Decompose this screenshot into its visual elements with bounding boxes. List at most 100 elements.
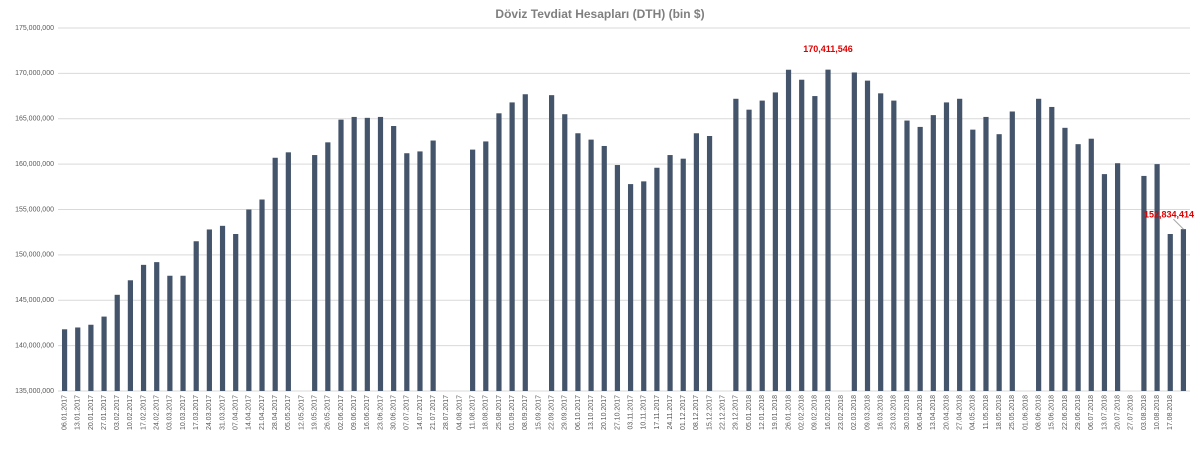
bar [1141, 175, 1147, 391]
bar [812, 96, 818, 391]
x-tick-label: 18.05.2018 [996, 395, 1003, 430]
bar [825, 69, 831, 391]
x-tick-label: 07.04.2017 [233, 395, 240, 430]
bar [509, 102, 515, 391]
x-tick-label: 29.09.2017 [562, 395, 569, 430]
x-tick-label: 17.08.2018 [1167, 395, 1174, 430]
bar [101, 316, 107, 391]
x-tick-label: 09.02.2018 [812, 395, 819, 430]
x-tick-label: 04.08.2017 [456, 395, 463, 430]
bar [693, 133, 699, 391]
x-tick-label: 18.08.2017 [483, 395, 490, 430]
x-tick-label: 10.03.2017 [180, 395, 187, 430]
bar [562, 114, 568, 392]
x-tick-label: 17.03.2017 [193, 395, 200, 430]
y-tick-label: 135,000,000 [15, 388, 54, 395]
bar [627, 184, 634, 391]
bar [1009, 111, 1015, 392]
x-tick-label: 12.01.2018 [759, 395, 766, 430]
x-tick-label: 24.03.2017 [206, 395, 213, 430]
value-label: 170,411,546 [803, 44, 853, 54]
x-tick-label: 02.06.2017 [338, 395, 345, 430]
x-tick-label: 20.07.2018 [1114, 395, 1121, 430]
bar [325, 142, 331, 391]
bar [772, 92, 778, 392]
bar [219, 225, 226, 391]
y-tick-label: 140,000,000 [15, 342, 54, 349]
x-tick-label: 01.12.2017 [680, 395, 687, 430]
x-tick-label: 10.11.2017 [641, 395, 648, 430]
bar [88, 324, 94, 391]
bar [864, 80, 871, 391]
bar [996, 134, 1002, 392]
x-tick-label: 10.02.2017 [127, 395, 134, 430]
x-tick-label: 29.12.2017 [733, 395, 740, 430]
x-tick-label: 31.03.2017 [219, 395, 226, 430]
bar [983, 116, 989, 391]
x-tick-label: 27.07.2018 [1128, 395, 1135, 430]
chart-title: Döviz Tevdiat Hesapları (DTH) (bin $) [495, 7, 704, 21]
value-label: 152,834,414 [1144, 210, 1194, 220]
bar [61, 329, 68, 391]
bar [404, 153, 410, 391]
bar [1101, 174, 1108, 391]
x-tick-label: 30.03.2018 [904, 395, 911, 430]
bar [140, 264, 147, 391]
x-tick-label: 23.03.2018 [891, 395, 898, 430]
x-tick-label: 22.06.2018 [1062, 395, 1069, 430]
x-tick-label: 15.06.2018 [1049, 395, 1056, 430]
x-tick-label: 15.12.2017 [706, 395, 713, 430]
x-tick-label: 11.05.2018 [983, 395, 990, 430]
bar [496, 113, 502, 392]
bar [127, 280, 133, 391]
x-tick-label: 24.11.2017 [667, 395, 674, 430]
y-tick-label: 165,000,000 [15, 116, 54, 123]
x-tick-label: 27.10.2017 [614, 395, 621, 430]
bar [667, 155, 673, 391]
x-tick-label: 14.04.2017 [246, 395, 253, 430]
bar [680, 158, 686, 391]
x-tick-label: 19.01.2018 [772, 395, 779, 430]
x-tick-label: 13.10.2017 [588, 395, 595, 430]
x-tick-label: 08.12.2017 [693, 395, 700, 430]
x-tick-label: 20.10.2017 [601, 395, 608, 430]
x-tick-label: 17.02.2017 [140, 395, 147, 430]
x-tick-label: 21.04.2017 [259, 395, 266, 430]
bar [654, 167, 660, 391]
x-tick-label: 03.03.2017 [167, 395, 174, 430]
y-tick-label: 145,000,000 [15, 297, 54, 304]
x-tick-label: 16.02.2018 [825, 395, 832, 430]
x-tick-label: 10.08.2018 [1154, 395, 1161, 430]
bar [1036, 98, 1042, 391]
bar [338, 119, 344, 391]
x-tick-label: 22.09.2017 [548, 395, 555, 430]
x-tick-label: 05.05.2017 [285, 395, 292, 430]
bar [246, 209, 252, 391]
x-tick-label: 09.03.2018 [864, 395, 871, 430]
bar [878, 93, 884, 391]
bar [549, 95, 555, 391]
x-tick-label: 26.05.2017 [325, 395, 332, 430]
x-tick-label: 17.11.2017 [654, 395, 661, 430]
x-tick-label: 16.03.2018 [878, 395, 885, 430]
x-tick-label: 29.06.2018 [1075, 395, 1082, 430]
bar [588, 139, 594, 391]
bar [1115, 163, 1121, 391]
x-tick-label: 09.06.2017 [351, 395, 358, 430]
bar [377, 116, 384, 391]
x-tick-label: 03.02.2017 [114, 395, 121, 430]
x-tick-label: 08.06.2018 [1035, 395, 1042, 430]
x-tick-label: 24.02.2017 [154, 395, 161, 430]
x-tick-label: 13.04.2018 [930, 395, 937, 430]
bar [154, 262, 160, 391]
bar [957, 98, 963, 391]
x-tick-label: 20.04.2018 [943, 395, 950, 430]
x-tick-label: 15.09.2017 [535, 395, 542, 430]
x-tick-label: 07.07.2017 [404, 395, 411, 430]
x-tick-label: 28.07.2017 [443, 395, 450, 430]
bar [785, 69, 792, 392]
x-tick-label: 27.04.2018 [956, 395, 963, 430]
bar [206, 229, 212, 391]
x-tick-label: 25.05.2018 [1009, 395, 1016, 430]
bar [483, 141, 489, 391]
